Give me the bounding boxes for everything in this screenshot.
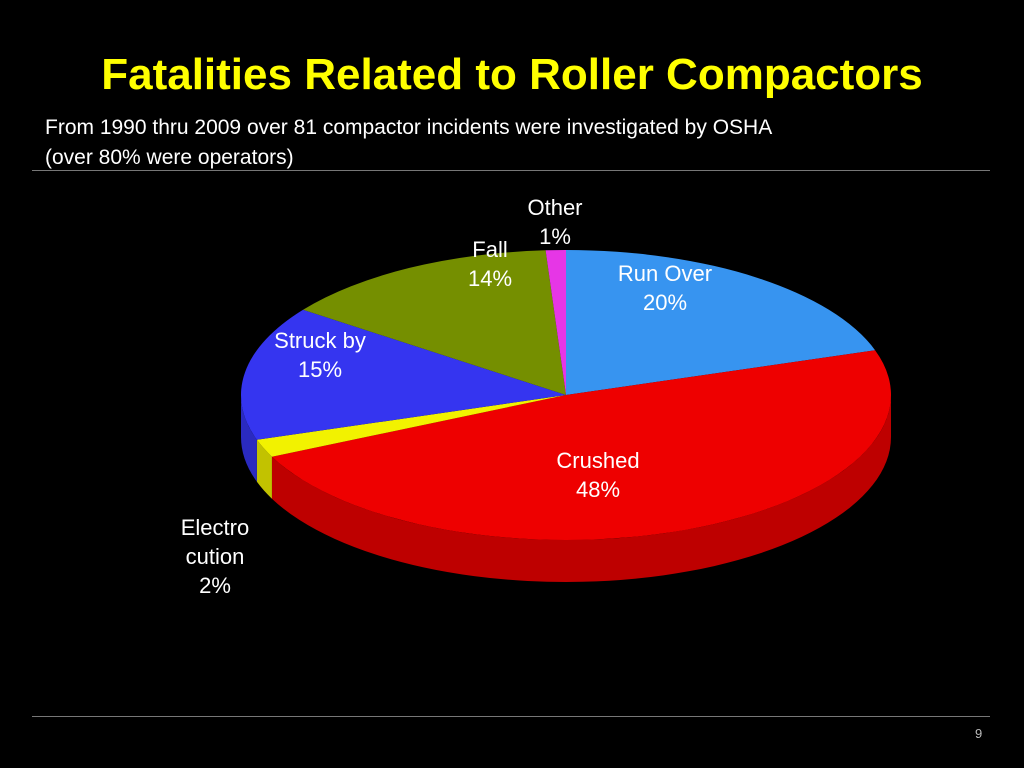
slice — [566, 250, 876, 395]
rule — [32, 716, 990, 717]
slice — [256, 395, 566, 457]
slice-value-label: 48% — [575, 477, 621, 502]
slice-label: Struck by — [274, 328, 366, 353]
rule — [32, 170, 990, 171]
slice-side — [241, 395, 257, 482]
slice-side — [271, 395, 891, 582]
slice — [303, 250, 566, 395]
page-number: 9 — [975, 726, 983, 741]
slice-label: Fall — [472, 237, 508, 262]
slice-side — [256, 439, 272, 499]
slice-value-label: 14% — [467, 266, 513, 291]
slice — [545, 250, 566, 395]
slice-value-label: 20% — [642, 290, 688, 315]
slice-label: Electro cution — [180, 515, 250, 569]
slice-label: Crushed — [556, 448, 640, 473]
title: Fatalities Related to Roller Compactors — [101, 50, 923, 99]
slice — [241, 309, 567, 440]
slice-value-label: 15% — [297, 357, 343, 382]
subtitle: From 1990 thru 2009 over 81 compactor in… — [45, 116, 773, 139]
subtitle: (over 80% were operators) — [45, 146, 294, 169]
slice — [271, 350, 892, 541]
slice-value-label: 2% — [199, 573, 231, 598]
slice-label: Other — [527, 195, 583, 220]
slice-value-label: 1% — [539, 224, 571, 249]
slice-label: Run Over — [617, 261, 713, 286]
